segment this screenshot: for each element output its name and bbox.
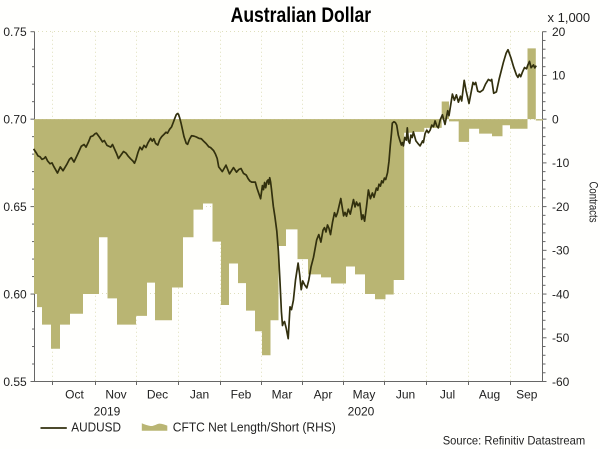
svg-text:-60: -60 (552, 375, 570, 389)
svg-text:CFTC Net Length/Short (RHS): CFTC Net Length/Short (RHS) (173, 420, 336, 435)
svg-text:-50: -50 (552, 331, 570, 345)
svg-text:Australian Dollar: Australian Dollar (231, 4, 372, 27)
svg-text:x 1,000: x 1,000 (548, 10, 591, 25)
svg-text:Dec: Dec (147, 388, 168, 402)
svg-text:May: May (353, 388, 376, 402)
svg-text:-30: -30 (552, 244, 570, 258)
svg-text:AUDUSD: AUDUSD (71, 420, 121, 435)
svg-text:Contracts: Contracts (587, 182, 599, 223)
svg-text:Jan: Jan (190, 388, 209, 402)
svg-text:Apr: Apr (314, 388, 333, 402)
svg-text:Sep: Sep (516, 388, 538, 402)
svg-text:0.55: 0.55 (3, 375, 27, 389)
svg-text:2019: 2019 (94, 405, 121, 419)
svg-text:-40: -40 (552, 287, 570, 301)
svg-text:Source: Refinitiv Datastream: Source: Refinitiv Datastream (443, 434, 586, 448)
svg-text:-10: -10 (552, 156, 570, 170)
svg-text:Jun: Jun (396, 388, 415, 402)
svg-text:Oct: Oct (65, 388, 84, 402)
svg-text:Nov: Nov (105, 388, 126, 402)
svg-text:Feb: Feb (231, 388, 252, 402)
svg-text:Aug: Aug (479, 388, 500, 402)
svg-text:10: 10 (552, 69, 566, 83)
svg-text:20: 20 (552, 25, 566, 39)
svg-text:0.70: 0.70 (3, 112, 27, 126)
svg-text:0: 0 (552, 112, 559, 126)
svg-text:0.65: 0.65 (3, 200, 27, 214)
svg-text:2020: 2020 (348, 405, 375, 419)
svg-text:0.60: 0.60 (3, 287, 27, 301)
svg-text:Jul: Jul (440, 388, 455, 402)
svg-text:-20: -20 (552, 200, 570, 214)
svg-text:0.75: 0.75 (3, 25, 27, 39)
svg-text:Mar: Mar (272, 388, 293, 402)
